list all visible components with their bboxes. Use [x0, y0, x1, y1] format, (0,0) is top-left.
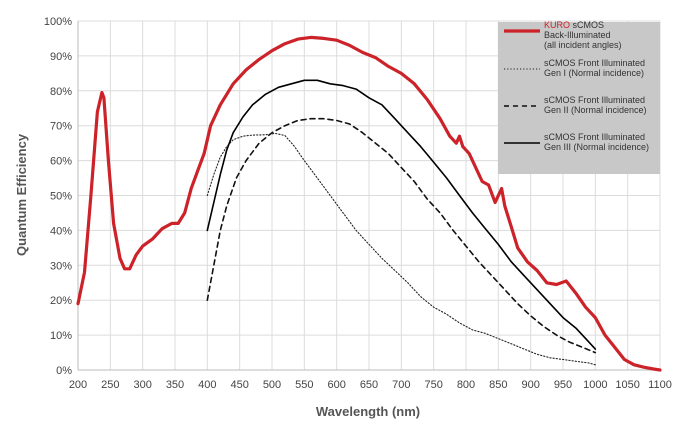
x-tick-label: 900: [521, 379, 539, 391]
y-tick-label: 40%: [50, 225, 72, 237]
legend-label: sCMOS Front Illuminated: [544, 132, 645, 142]
x-tick-label: 950: [554, 379, 572, 391]
y-tick-label: 0%: [56, 365, 72, 377]
y-tick-label: 70%: [50, 121, 72, 133]
x-axis-title: Wavelength (nm): [316, 404, 420, 419]
y-tick-label: 50%: [50, 191, 72, 203]
chart-series: [76, 35, 662, 372]
y-axis-ticks: 0% 10% 20% 30% 40% 50% 60% 70% 80% 90% 100%: [44, 16, 72, 377]
x-tick-label: 350: [166, 379, 184, 391]
y-tick-label: 10%: [50, 330, 72, 342]
series-line-1: [206, 132, 596, 366]
x-tick-label: 850: [489, 379, 507, 391]
series-line-0: [76, 35, 662, 372]
x-tick-label: 550: [295, 379, 313, 391]
legend-label: KURO sCMOS: [544, 20, 604, 30]
y-tick-label: 20%: [50, 295, 72, 307]
x-tick-label: 250: [101, 379, 119, 391]
legend-box: [498, 22, 660, 174]
x-tick-label: 750: [424, 379, 442, 391]
legend-label: (all incident angles): [544, 40, 622, 50]
legend-label: Gen III (Normal incidence): [544, 142, 649, 152]
x-tick-label: 1000: [583, 379, 607, 391]
y-tick-label: 90%: [50, 51, 72, 63]
legend-label: sCMOS Front Illuminated: [544, 95, 645, 105]
y-tick-label: 80%: [50, 86, 72, 98]
x-tick-label: 1100: [648, 379, 672, 391]
series-line-2: [206, 117, 597, 354]
legend-label: Gen I (Normal incidence): [544, 68, 644, 78]
x-tick-label: 300: [133, 379, 151, 391]
legend-label: Gen II (Normal incidence): [544, 105, 647, 115]
y-tick-label: 60%: [50, 156, 72, 168]
y-axis-title: Quantum Efficiency: [14, 133, 29, 256]
series-line-3: [206, 79, 597, 350]
x-tick-label: 500: [263, 379, 281, 391]
x-tick-label: 200: [69, 379, 87, 391]
x-tick-label: 800: [457, 379, 475, 391]
x-axis-ticks: 200 250 300 350 400 450 500 550 600 650 700 750 800 8…: [69, 379, 672, 391]
x-tick-label: 600: [327, 379, 345, 391]
legend-label: Back-Illuminated: [544, 30, 611, 40]
x-tick-label: 650: [360, 379, 378, 391]
legend-label: sCMOS Front Illuminated: [544, 58, 645, 68]
x-tick-label: 450: [230, 379, 248, 391]
y-tick-label: 30%: [50, 260, 72, 272]
x-tick-label: 400: [198, 379, 216, 391]
y-tick-label: 100%: [44, 16, 72, 28]
x-tick-label: 700: [392, 379, 410, 391]
x-tick-label: 1050: [615, 379, 639, 391]
